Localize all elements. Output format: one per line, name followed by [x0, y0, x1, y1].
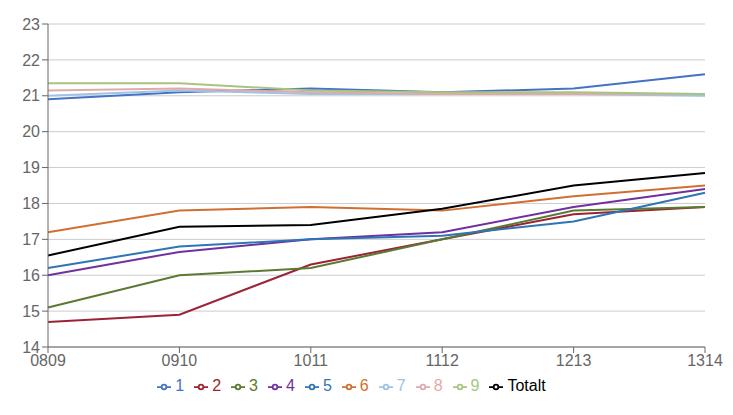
svg-text:0910: 0910 — [162, 352, 198, 369]
svg-text:20: 20 — [22, 123, 40, 140]
html-text:2: 2 — [212, 377, 222, 394]
html-text:8: 8 — [433, 377, 443, 394]
svg-text:0809: 0809 — [30, 352, 66, 370]
html-text:1: 1 — [175, 377, 185, 394]
html-text:Totalt: Totalt — [507, 377, 546, 394]
html-text:9: 9 — [470, 377, 480, 394]
html-text:4: 4 — [286, 377, 295, 394]
html-text:5: 5 — [322, 377, 332, 394]
html-text:6: 6 — [359, 377, 369, 394]
svg-text:14: 14 — [22, 339, 40, 356]
html-text:3: 3 — [249, 377, 258, 394]
svg-text:17: 17 — [22, 231, 40, 248]
svg-text:18: 18 — [22, 195, 40, 212]
html-text:7: 7 — [396, 377, 406, 394]
svg-text:23: 23 — [22, 16, 40, 33]
svg-text:19: 19 — [22, 159, 40, 176]
svg-text:1213: 1213 — [556, 352, 592, 369]
svg-text:21: 21 — [22, 87, 40, 104]
svg-text:1112: 1112 — [426, 352, 459, 369]
svg-text:1314: 1314 — [687, 352, 723, 369]
svg-text:1011: 1011 — [294, 352, 329, 369]
svg-text:15: 15 — [22, 303, 40, 320]
svg-text:22: 22 — [22, 52, 40, 69]
svg-text:16: 16 — [22, 267, 40, 284]
